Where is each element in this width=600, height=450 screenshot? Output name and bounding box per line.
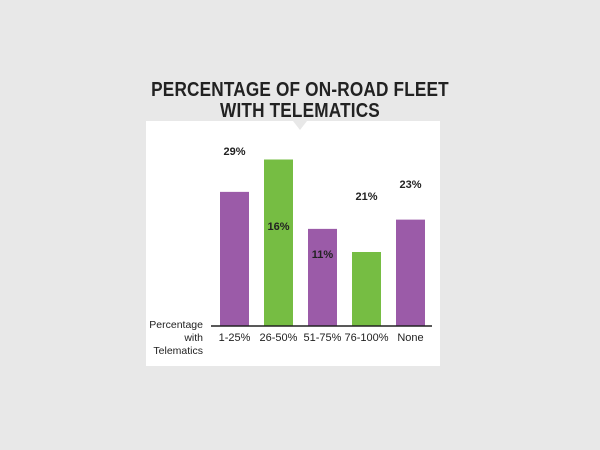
bar-group — [220, 159, 425, 326]
x-tick-label-26-50%: 26-50% — [260, 332, 298, 344]
chart-title: PERCENTAGE OF ON-ROAD FLEET WITH TELEMAT… — [137, 80, 464, 122]
x-tick-label-51-75%: 51-75% — [304, 332, 342, 344]
x-tick-label-1-25%: 1-25% — [219, 332, 251, 344]
x-axis-label-line-3: Telematics — [153, 345, 203, 357]
x-tick-label-None: None — [397, 332, 423, 344]
data-label-1-25%: 29% — [223, 146, 245, 158]
data-label-51-75%: 11% — [312, 249, 334, 261]
chart-title-line-1: PERCENTAGE OF ON-ROAD FLEET — [151, 79, 449, 101]
data-label-26-50%: 16% — [267, 221, 289, 233]
bar-1-25% — [220, 191, 249, 326]
chart-title-line-2: WITH TELEMATICS — [220, 100, 380, 122]
x-axis-label-line-1: Percentage — [149, 319, 203, 331]
bar-51-75% — [308, 228, 337, 326]
x-axis-label-line-2: with — [183, 332, 203, 344]
data-label-None: 23% — [399, 179, 421, 191]
data-label-group: 29% 16% 11% 21% 23% — [223, 146, 421, 261]
data-label-76-100%: 21% — [355, 191, 377, 203]
x-tick-label-76-100%: 76-100% — [344, 332, 388, 344]
bar-None — [396, 219, 425, 326]
x-tick-label-group: 1-25% 26-50% 51-75% 76-100% None — [219, 332, 424, 344]
bar-26-50% — [264, 159, 293, 326]
bar-76-100% — [352, 252, 381, 326]
